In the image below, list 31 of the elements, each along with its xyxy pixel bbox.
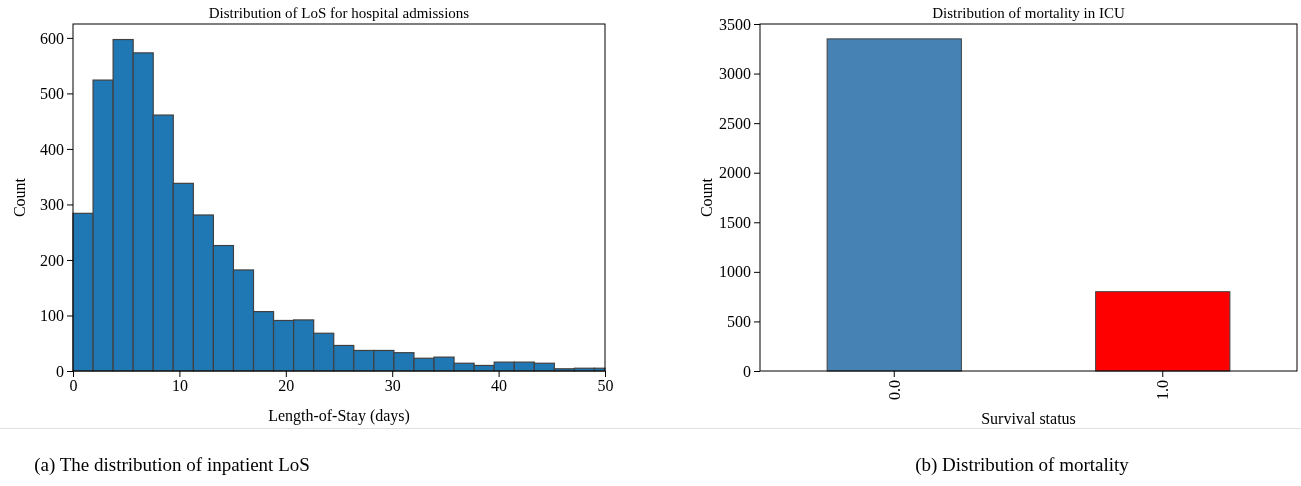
y-tick-label: 200 <box>40 251 64 269</box>
x-tick-label: 50 <box>597 377 614 395</box>
y-tick-label: 600 <box>40 29 64 47</box>
x-axis-title: Survival status <box>981 410 1076 427</box>
y-tick-label: 2000 <box>719 164 751 182</box>
y-axis-title: Count <box>11 177 28 218</box>
text: (b) Distribution of mortality <box>915 454 1130 476</box>
x-tick-label: 0 <box>69 377 78 395</box>
y-tick-label: 100 <box>40 307 64 325</box>
y-tick-label: 0 <box>56 362 64 380</box>
y-tick-label: 3500 <box>719 15 751 33</box>
y-tick-label: 0 <box>743 362 751 380</box>
y-tick-label: 1500 <box>719 213 751 231</box>
y-tick-label: 1000 <box>719 263 751 281</box>
y-tick-label: 400 <box>40 140 64 158</box>
x-tick-label: 30 <box>384 377 401 395</box>
y-tick-label: 3000 <box>719 65 751 83</box>
x-tick-label: 40 <box>491 377 508 395</box>
chart-title: Distribution of LoS for hospital admissions <box>208 5 470 21</box>
x-tick-label: 1.0 <box>1154 380 1172 400</box>
x-axis-title: Length-of-Stay (days) <box>268 407 410 425</box>
y-tick-label: 500 <box>40 85 64 103</box>
x-tick-label: 20 <box>278 377 295 395</box>
y-tick-label: 2500 <box>719 114 751 132</box>
x-tick-label: 10 <box>171 377 188 395</box>
y-tick-label: 300 <box>40 196 64 214</box>
chart-title: Distribution of mortality in ICU <box>932 5 1125 21</box>
y-tick-label: 500 <box>727 313 751 331</box>
text: (a) The distribution of inpatient LoS <box>34 454 310 476</box>
x-tick-label: 0.0 <box>885 380 903 400</box>
y-axis-title: Count <box>698 177 715 218</box>
